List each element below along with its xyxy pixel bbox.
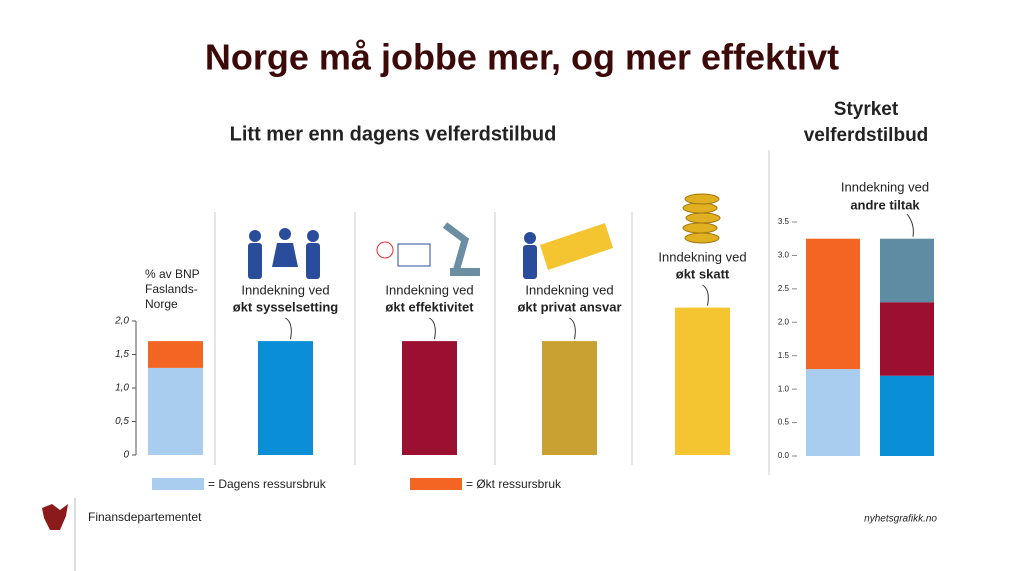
y-tick-label: 3.0	[778, 251, 790, 260]
credit: nyhetsgrafikk.no	[864, 514, 937, 525]
bar-segment	[880, 375, 934, 456]
bar-label: økt sysselsetting	[233, 299, 339, 314]
pointer	[906, 213, 914, 237]
y-axis-label: Faslands-	[145, 282, 198, 296]
legend-swatch	[152, 478, 204, 490]
bar-segment	[806, 369, 860, 456]
bar	[542, 341, 597, 455]
bar	[675, 307, 730, 455]
y-tick-label: 0,5	[115, 416, 129, 427]
y-axis-label: Norge	[145, 297, 178, 311]
robot-icon	[376, 222, 480, 276]
legend-swatch	[410, 478, 462, 490]
bar-label: Inndekning ved	[658, 249, 746, 264]
bar-segment	[148, 367, 203, 455]
right-title: velferdstilbud	[804, 125, 929, 146]
pointer	[569, 317, 576, 340]
y-tick-label: 2,0	[114, 316, 129, 327]
title: Norge må jobbe mer, og mer effektivt	[205, 37, 839, 78]
bar-label: økt privat ansvar	[517, 299, 621, 314]
legend-label: = Dagens ressursbruk	[208, 477, 327, 491]
bar-label: økt skatt	[676, 266, 730, 281]
bar-segment	[806, 238, 860, 370]
lion-emblem	[42, 504, 68, 530]
pointer	[429, 317, 436, 340]
subtitle: Litt mer enn dagens velferdstilbud	[230, 123, 557, 145]
y-tick-label: 2.0	[778, 317, 790, 326]
bar-label: Inndekning ved	[241, 282, 329, 297]
y-tick-label: 1.0	[778, 384, 790, 393]
y-tick-label: 0	[123, 450, 129, 461]
legend-label: = Økt ressursbruk	[466, 477, 562, 491]
bar-label: økt effektivitet	[385, 299, 474, 314]
bar-label: Inndekning ved	[525, 282, 613, 297]
y-tick-label: 1,5	[115, 349, 129, 360]
separators	[214, 150, 770, 475]
y-axis-label: % av BNP	[145, 267, 200, 281]
bar-label: Inndekning ved	[385, 282, 473, 297]
bar-segment	[880, 302, 934, 376]
bar-segment	[880, 238, 934, 303]
bar	[402, 341, 457, 455]
people-icon	[248, 228, 320, 279]
bar	[258, 341, 313, 455]
pointer	[285, 317, 292, 340]
annotation: andre tiltak	[850, 197, 920, 212]
y-tick-label: 3.5	[778, 217, 790, 226]
y-tick-label: 1,0	[115, 383, 129, 394]
right-title: Styrket	[834, 99, 899, 120]
annotation: Inndekning ved	[841, 179, 929, 194]
ministry: Finansdepartementet	[88, 510, 202, 524]
coins-icon	[682, 193, 721, 244]
y-tick-label: 0.5	[778, 418, 790, 427]
bar-segment	[148, 341, 203, 368]
y-tick-label: 1.5	[778, 351, 790, 360]
pointer	[702, 284, 709, 306]
y-tick-label: 0.0	[778, 451, 790, 460]
y-tick-label: 2.5	[778, 284, 790, 293]
